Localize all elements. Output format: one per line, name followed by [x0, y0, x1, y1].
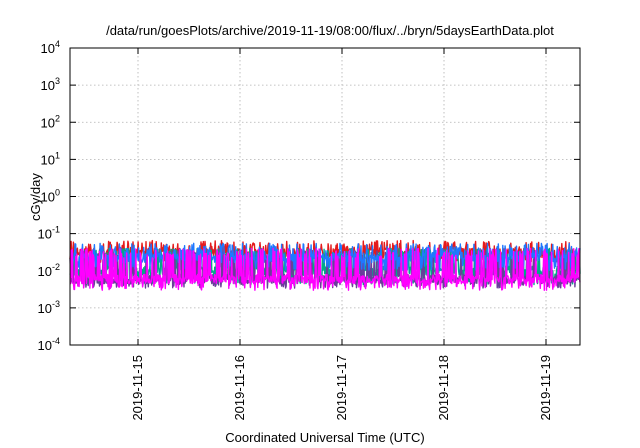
- y-tick-label: 103: [41, 76, 60, 93]
- series-layer: [69, 239, 581, 291]
- y-axis-label: cGy/day: [28, 173, 43, 221]
- y-tick-label: 10-3: [38, 299, 60, 316]
- series-line-4: [69, 247, 581, 291]
- y-tick-label: 10-1: [38, 225, 60, 242]
- plot-frame: [69, 47, 581, 346]
- y-tick-exponent: 2: [55, 113, 60, 123]
- y-tick-label: 100: [41, 188, 60, 205]
- y-tick-exponent: -2: [52, 262, 60, 272]
- y-tick-label: 102: [41, 113, 60, 130]
- chart-title: /data/run/goesPlots/archive/2019-11-19/0…: [106, 23, 554, 38]
- y-tick-exponent: 3: [55, 76, 60, 86]
- x-tick-label: 2019-11-16: [232, 355, 247, 421]
- grid-lines: [70, 47, 580, 346]
- y-tick-label: 101: [41, 150, 60, 167]
- y-tick-label: 10-4: [38, 336, 60, 353]
- x-tick-labels: 2019-11-15 2019-11-16 2019-11-17 2019-11-18…: [130, 355, 553, 421]
- y-tick-exponent: -3: [52, 299, 60, 309]
- y-tick-exponent: 4: [55, 39, 60, 49]
- x-tick-label: 2019-11-15: [130, 355, 145, 421]
- y-tick-label: 10-2: [38, 262, 60, 279]
- x-axis-label: Coordinated Universal Time (UTC): [225, 430, 424, 445]
- y-tick-label: 104: [41, 39, 60, 56]
- y-tick-exponent: 0: [55, 188, 60, 198]
- y-tick-exponent: -4: [52, 336, 60, 346]
- y-tick-exponent: 1: [55, 150, 60, 160]
- y-tick-exponent: -1: [52, 225, 60, 235]
- x-tick-label: 2019-11-17: [334, 355, 349, 421]
- x-tick-label: 2019-11-19: [538, 355, 553, 421]
- x-tick-label: 2019-11-18: [436, 355, 451, 421]
